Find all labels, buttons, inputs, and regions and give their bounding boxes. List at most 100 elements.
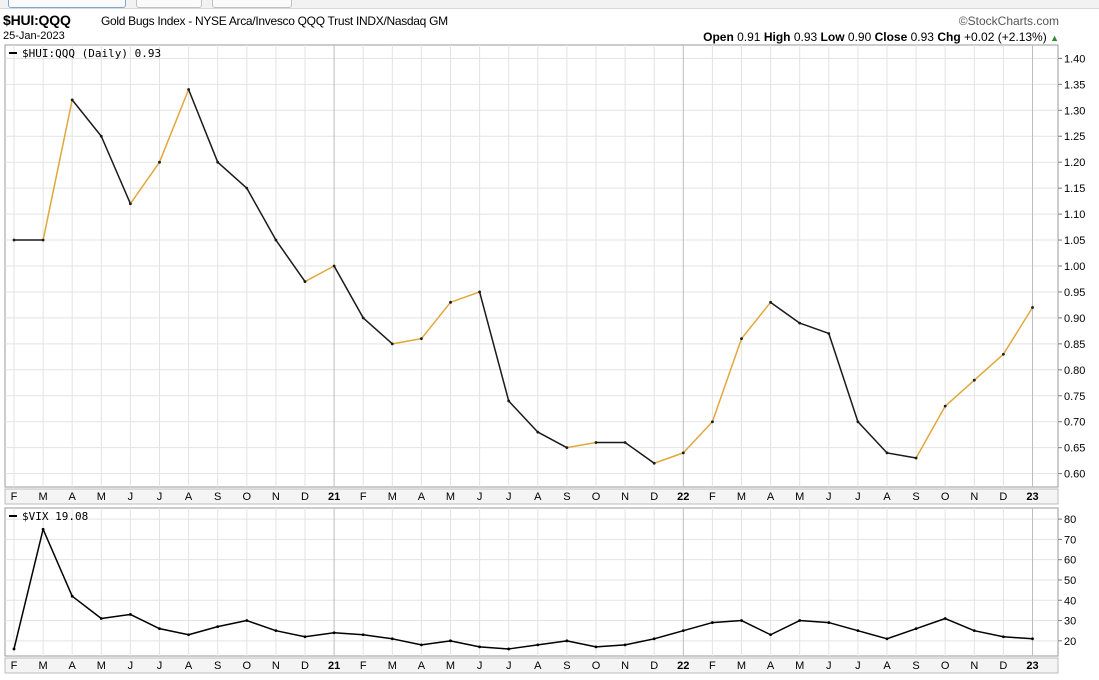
- x-tick-label: A: [767, 660, 775, 672]
- open-label: Open: [703, 30, 734, 44]
- y-tick-label: 0.80: [1064, 365, 1085, 377]
- x-tick-label: A: [69, 660, 77, 672]
- series-segment: [944, 617, 976, 632]
- data-point: [652, 637, 656, 641]
- data-point: [943, 404, 947, 408]
- x-tick-label: M: [795, 491, 804, 503]
- y-tick-label: 0.60: [1064, 469, 1085, 481]
- ratio-panel: 0.60 0.65 0.70 0.75 0.80 0.85 0.90 0.95 1.00 1.05…: [4, 44, 1085, 505]
- data-point: [594, 645, 598, 649]
- data-point: [41, 238, 45, 242]
- data-point: [856, 629, 860, 633]
- close-value: 0.93: [910, 30, 934, 44]
- data-point: [507, 647, 511, 651]
- data-point: [972, 378, 976, 382]
- y-tick-label: 1.40: [1064, 53, 1085, 65]
- data-point: [70, 98, 74, 102]
- x-tick-label: M: [97, 660, 106, 672]
- y-tick-label: 0.75: [1064, 391, 1085, 403]
- series-segment: [420, 640, 452, 646]
- series-segment: [944, 379, 976, 407]
- high-value: 0.93: [793, 30, 818, 44]
- data-point: [390, 637, 394, 641]
- data-point: [129, 613, 132, 616]
- series-segment: [449, 640, 481, 648]
- y-tick-label: 1.05: [1064, 235, 1085, 247]
- data-point: [1002, 352, 1005, 356]
- x-tick-label: O: [592, 491, 601, 503]
- x-tick-label: F: [360, 660, 367, 672]
- x-tick-label: F: [709, 660, 716, 672]
- series-segment: [769, 619, 801, 636]
- data-point: [1031, 306, 1034, 309]
- series-segment: [973, 629, 1005, 638]
- series-segment: [566, 441, 597, 449]
- series-segment: [391, 638, 423, 646]
- data-point: [478, 290, 481, 294]
- low-value: 0.90: [847, 30, 872, 44]
- y-tick-label: 1.00: [1064, 261, 1085, 273]
- x-tick-label: O: [941, 660, 950, 672]
- low-label: Low: [820, 30, 845, 44]
- x-tick-label: M: [737, 660, 746, 672]
- data-point: [216, 625, 220, 629]
- x-tick-label: J: [855, 491, 861, 503]
- chg-value: +0.02 (+2.13%): [964, 30, 1047, 44]
- data-point: [740, 619, 743, 622]
- data-point: [798, 321, 802, 325]
- x-tick-label: S: [563, 491, 570, 503]
- x-tick-label: M: [39, 660, 48, 672]
- data-point: [856, 420, 860, 424]
- toolbar-button[interactable]: [212, 0, 292, 8]
- x-axis-band: [4, 657, 1059, 674]
- series-segment: [362, 317, 394, 345]
- x-tick-label: 23: [1026, 660, 1038, 672]
- series-segment: [798, 619, 830, 624]
- close-label: Close: [874, 30, 908, 44]
- x-tick-label: S: [563, 660, 570, 672]
- x-tick-label: A: [185, 660, 193, 672]
- series-segment: [187, 625, 219, 636]
- y-tick-label: 70: [1064, 534, 1076, 546]
- x-tick-label: 21: [328, 660, 340, 672]
- legend-label: $VIX 19.08: [22, 510, 88, 523]
- x-tick-label: A: [69, 491, 77, 503]
- data-point: [158, 627, 161, 631]
- x-tick-label: O: [243, 491, 252, 503]
- series-segment: [100, 135, 132, 205]
- y-tick-label: 60: [1064, 555, 1076, 567]
- x-tick-label: S: [912, 491, 919, 503]
- high-label: High: [763, 30, 791, 44]
- series-segment: [216, 161, 248, 189]
- data-point: [623, 643, 627, 647]
- series-segment: [246, 619, 277, 632]
- series-segment: [129, 613, 161, 630]
- series-segment: [915, 405, 946, 459]
- toolbar-button[interactable]: [8, 0, 126, 8]
- data-point: [12, 647, 16, 651]
- x-tick-label: A: [534, 491, 542, 503]
- x-tick-label: F: [11, 660, 18, 672]
- x-tick-label: D: [301, 660, 309, 672]
- data-point: [798, 619, 802, 622]
- data-point: [914, 456, 918, 460]
- series-segment: [624, 638, 655, 646]
- series-segment: [158, 627, 190, 636]
- y-tick-label: 1.15: [1064, 183, 1085, 195]
- series-segment: [624, 441, 655, 464]
- series-segment: [333, 631, 364, 636]
- brand: ©StockCharts.com: [959, 14, 1059, 28]
- series-segment: [682, 621, 714, 632]
- x-tick-label: 21: [328, 491, 340, 503]
- chart-description: Gold Bugs Index - NYSE Arca/Invesco QQQ …: [101, 14, 448, 28]
- data-point: [274, 238, 278, 242]
- series-segment: [857, 629, 888, 640]
- data-point: [885, 637, 889, 641]
- data-point: [449, 300, 452, 304]
- series-segment: [740, 619, 772, 636]
- x-tick-label: O: [592, 660, 601, 672]
- data-point: [536, 643, 540, 647]
- y-tick-label: 1.25: [1064, 131, 1085, 143]
- toolbar-button[interactable]: [136, 0, 202, 8]
- data-point: [449, 639, 452, 643]
